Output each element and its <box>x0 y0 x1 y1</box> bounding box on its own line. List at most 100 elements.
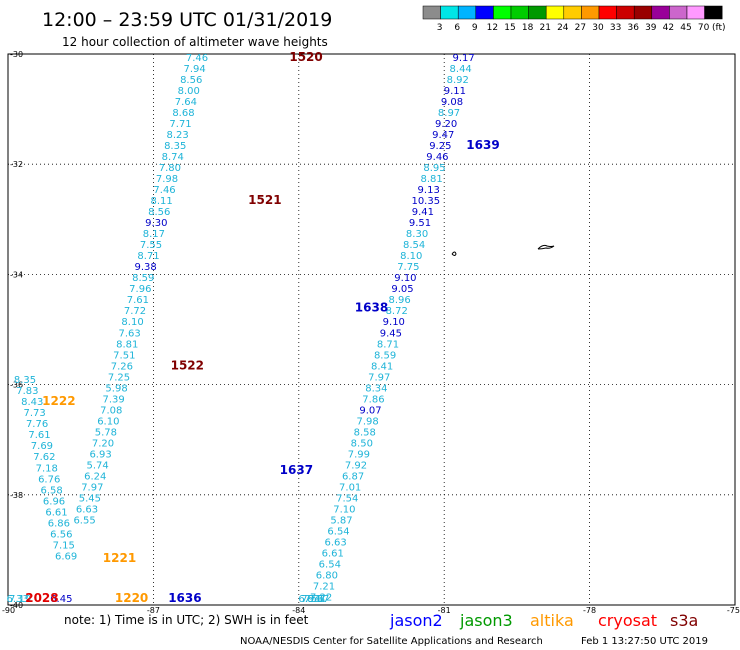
wave-height-value: 7.56 <box>301 594 323 605</box>
wave-height-value: 6.87 <box>342 472 364 483</box>
wave-height-value: 7.64 <box>175 97 197 108</box>
lon-tick-label: -84 <box>292 606 305 615</box>
wave-height-value: 8.58 <box>354 427 376 438</box>
wave-height-value: 6.69 <box>55 551 77 562</box>
wave-height-value: 5.78 <box>95 427 117 438</box>
wave-height-value: 6.61 <box>45 507 67 518</box>
lat-tick-label: -40 <box>10 601 23 610</box>
legend-label: 3 <box>437 23 443 33</box>
legend-swatch <box>633 5 653 20</box>
pass-time-label: 1639 <box>466 138 499 152</box>
wave-height-value: 7.26 <box>111 361 133 372</box>
lon-tick-label: -75 <box>727 606 740 615</box>
legend-label: 33 <box>610 23 621 33</box>
wave-height-value: 8.71 <box>377 339 399 350</box>
satellite-name: jason2 <box>389 611 443 630</box>
wave-height-value: 5.45 <box>79 494 101 505</box>
wave-height-value: 7.10 <box>333 505 355 516</box>
wave-height-value: 9.25 <box>429 141 451 152</box>
wave-height-value: 6.24 <box>84 472 106 483</box>
island-mark <box>537 244 555 250</box>
wave-height-value: 7.25 <box>108 372 130 383</box>
legend-swatch <box>528 5 547 20</box>
wave-height-value: 7.80 <box>159 163 181 174</box>
wave-height-value: 8.34 <box>365 383 387 394</box>
page-title: 12:00 – 23:59 UTC 01/31/2019 <box>42 9 332 31</box>
legend-swatch <box>440 5 459 20</box>
wave-height-value: 7.63 <box>119 328 141 339</box>
page-subtitle: 12 hour collection of altimeter wave hei… <box>62 35 328 49</box>
wave-height-value: 6.94 <box>298 594 320 605</box>
legend-label: 21 <box>539 23 550 33</box>
wave-height-value: 9.46 <box>426 152 448 163</box>
satellite-legend: jason2 jason3 altika cryosat s3a <box>389 611 698 630</box>
longitude-tick-labels: -90 -87 -84 -81 -78 -75 <box>2 606 740 615</box>
wave-height-value: 7.75 <box>397 262 419 273</box>
wave-height-value: 6.76 <box>38 474 60 485</box>
wave-height-value: 9.51 <box>409 218 431 229</box>
pass-time-label: 1638 <box>355 300 388 314</box>
legend-swatch <box>651 5 670 20</box>
wave-height-value: 8.71 <box>137 251 159 262</box>
legend-label: 24 <box>557 23 569 33</box>
wave-height-value: 8.23 <box>167 130 189 141</box>
wave-height-value: 7.97 <box>368 372 390 383</box>
lat-tick-label: -38 <box>10 491 23 500</box>
pass-time-label: 1522 <box>171 358 204 372</box>
legend-label: 70 <box>698 23 710 33</box>
map-border <box>7 53 736 606</box>
pass-time-label: 1636 <box>168 591 201 605</box>
wave-height-value: 6.80 <box>316 571 338 582</box>
wave-height-value: 6.55 <box>73 516 95 527</box>
legend-swatch <box>704 5 723 20</box>
pass-time-label: 1220 <box>115 591 148 605</box>
legend-swatch <box>581 5 600 20</box>
wave-height-value: 7.51 <box>113 350 135 361</box>
wave-height-value: 10.35 <box>411 196 440 207</box>
wave-height-value: 8.59 <box>132 273 154 284</box>
wave-height-value: 9.08 <box>441 97 463 108</box>
lat-tick-label: -30 <box>10 50 23 59</box>
legend-swatch <box>563 5 582 20</box>
wave-height-value: 7.08 <box>100 405 122 416</box>
wave-height-value: 8.00 <box>178 86 200 97</box>
wave-height-value: 6.63 <box>76 505 98 516</box>
wave-height-value: 6.58 <box>40 485 62 496</box>
wave-height-value: 7.61 <box>127 295 149 306</box>
wave-height-value: 6.54 <box>327 527 349 538</box>
wave-height-value: 7.83 <box>16 386 38 397</box>
wave-height-value: 8.81 <box>420 174 442 185</box>
lat-tick-label: -36 <box>10 381 23 390</box>
legend-swatch <box>457 5 477 20</box>
wave-height-value: 8.44 <box>450 64 472 75</box>
wave-height-value: 8.92 <box>447 75 469 86</box>
legend-label: 42 <box>663 23 674 33</box>
legend-swatch <box>545 5 565 20</box>
wave-height-value: 6.37 <box>307 594 329 605</box>
wave-height-value: 8.59 <box>374 350 396 361</box>
legend-swatch <box>686 5 705 20</box>
wave-height-value: 9.11 <box>444 86 466 97</box>
wave-height-value: 7.20 <box>92 438 114 449</box>
footer-note: note: 1) Time is in UTC; 2) SWH is in fe… <box>64 613 309 627</box>
wave-height-value: 7.94 <box>183 64 205 75</box>
satellite-name: s3a <box>670 611 698 630</box>
satellite-name: altika <box>530 611 574 630</box>
map-area: -30 -32 -34 -36 -38 -40 -90 -87 -84 -81 -78 -75 7.… <box>2 50 740 615</box>
wave-height-legend: 3 6 9 12 15 18 21 24 27 30 33 36 39 42 45 70 <box>422 5 723 33</box>
legend-swatch <box>598 5 617 20</box>
wave-height-value: 7.19 <box>9 594 31 605</box>
graticule <box>8 54 735 605</box>
lon-tick-label: -78 <box>583 606 596 615</box>
island-mark <box>451 251 457 256</box>
wave-height-value: 5.87 <box>330 516 352 527</box>
legend-label: 30 <box>592 23 604 33</box>
wave-height-value: 8.96 <box>388 295 410 306</box>
pass-time-label: 1520 <box>289 50 322 64</box>
legend-label: 9 <box>472 23 478 33</box>
wave-height-value: 8.81 <box>116 339 138 350</box>
wave-height-value: 7.21 <box>313 582 335 593</box>
wave-height-value: 5.98 <box>105 383 127 394</box>
wave-height-value: 7.92 <box>345 460 367 471</box>
